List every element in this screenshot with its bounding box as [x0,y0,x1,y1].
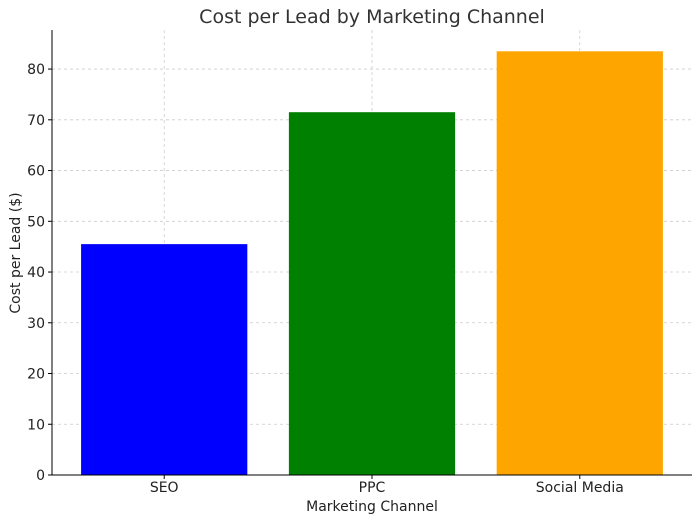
bar-ppc [288,112,456,475]
y-tick-label: 50 [27,214,45,230]
bar-social-media [496,51,663,476]
bars [81,51,663,476]
x-tick-label: Social Media [536,480,624,496]
y-axis-label: Cost per Lead ($) [8,192,24,313]
chart-title: Cost per Lead by Marketing Channel [199,6,545,28]
x-tick-label: PPC [359,480,386,496]
y-tick-label: 10 [27,417,45,433]
y-axis-ticks: 0 10 20 30 40 50 60 70 80 [27,62,52,484]
x-tick-label: SEO [150,480,179,496]
y-tick-label: 70 [27,113,45,129]
x-axis-ticks: SEO PPC Social Media [150,475,624,496]
y-tick-label: 80 [27,62,45,78]
y-tick-label: 0 [36,468,45,484]
y-tick-label: 60 [27,164,45,180]
x-axis-label: Marketing Channel [306,499,438,515]
y-tick-label: 40 [27,265,45,281]
bar-seo [81,244,248,475]
y-tick-label: 30 [27,316,45,332]
y-tick-label: 20 [27,367,45,383]
